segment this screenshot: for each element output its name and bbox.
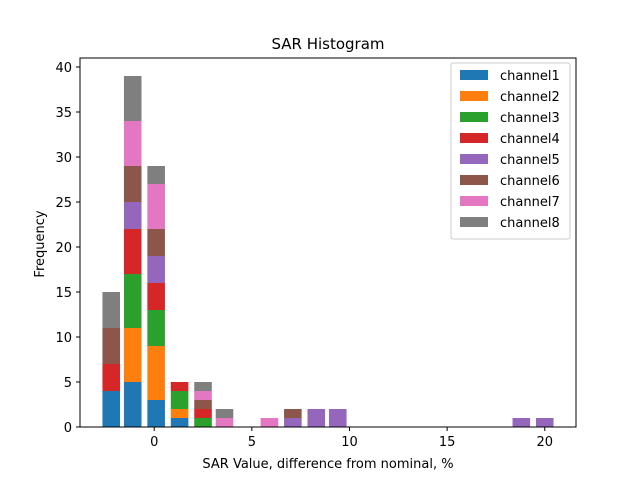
bar-channel5-11 [535,418,554,427]
y-tick-label-0: 0 [64,421,72,436]
y-tick-label-25: 25 [55,196,72,211]
legend-label-channel3: channel3 [500,111,560,126]
legend-swatch-channel5 [460,154,488,164]
plot-frame [79,57,577,428]
y-tick-label-15: 15 [55,286,72,301]
bar-channel1-0 [102,391,121,427]
bar-channel5-7 [284,418,302,427]
legend: channel1 channel2 channel3 channel4 channel5… [450,62,571,240]
bar-channel6-2 [147,229,165,256]
bar-channel6-1 [123,166,142,202]
bar-channel1-2 [147,400,165,427]
legend-label-channel4: channel4 [500,132,560,147]
legend-swatch-channel7 [460,196,488,206]
bar-channel8-2 [147,166,165,184]
bar-channel3-4 [194,418,212,427]
x-tick-label-15: 15 [439,435,456,450]
bar-channel4-1 [123,229,142,274]
bar-channel4-4 [194,409,212,418]
bar-channel7-4 [194,391,212,400]
bar-channel3-2 [147,310,165,346]
y-tick-label-5: 5 [64,376,72,391]
bar-channel1-3 [170,418,189,427]
bar-channel2-2 [147,346,165,400]
x-tick-label-20: 20 [536,435,553,450]
bar-channel1-1 [123,382,142,427]
axes-group: 0 5 10 15 20 0 5 10 15 20 25 30 35 40 [55,57,577,450]
bar-channel8-0 [102,292,121,328]
y-tick-label-20: 20 [55,241,72,256]
legend-swatch-channel3 [460,112,488,122]
y-tick-label-35: 35 [55,106,72,121]
bar-channel4-0 [102,364,121,391]
bar-channel5-8 [307,409,326,427]
legend-label-channel5: channel5 [500,153,560,168]
bar-channel8-5 [215,409,234,418]
x-axis-label: SAR Value, difference from nominal, % [202,457,453,472]
bar-channel6-0 [102,328,121,364]
legend-label-channel7: channel7 [500,195,560,210]
bar-channel7-6 [260,418,279,427]
bar-channel7-2 [147,184,165,229]
bar-channel3-3 [170,391,189,409]
legend-swatch-channel6 [460,175,488,185]
legend-swatch-channel2 [460,91,488,101]
bar-channel5-10 [512,418,531,427]
bar-channel8-4 [194,382,212,391]
legend-swatch-channel8 [460,217,488,227]
bar-channel6-7 [284,409,302,418]
chart-title: SAR Histogram [271,35,384,53]
bar-channel4-3 [170,382,189,391]
bar-channel2-1 [123,328,142,382]
y-tick-label-10: 10 [55,331,72,346]
y-tick-label-40: 40 [55,61,72,76]
x-tick-label-0: 0 [150,435,158,450]
x-tick-label-5: 5 [248,435,256,450]
bar-channel7-5 [215,418,234,427]
legend-label-channel8: channel8 [500,216,560,231]
bars-group [102,76,554,427]
bar-channel5-2 [147,256,165,283]
bar-channel7-1 [123,121,142,166]
y-tick-label-30: 30 [55,151,72,166]
legend-swatch-channel1 [460,70,488,80]
legend-swatch-channel4 [460,133,488,143]
y-axis-label: Frequency [33,210,48,277]
bar-channel8-1 [123,76,142,121]
bar-channel6-4 [194,400,212,409]
bar-channel3-1 [123,274,142,328]
bar-channel5-9 [328,409,347,427]
bar-channel4-2 [147,283,165,310]
bar-channel2-3 [170,409,189,418]
x-tick-label-10: 10 [341,435,358,450]
legend-label-channel1: channel1 [500,69,560,84]
bar-channel5-1 [123,202,142,229]
legend-label-channel6: channel6 [500,174,560,189]
legend-frame [450,62,571,240]
legend-label-channel2: channel2 [500,90,560,105]
